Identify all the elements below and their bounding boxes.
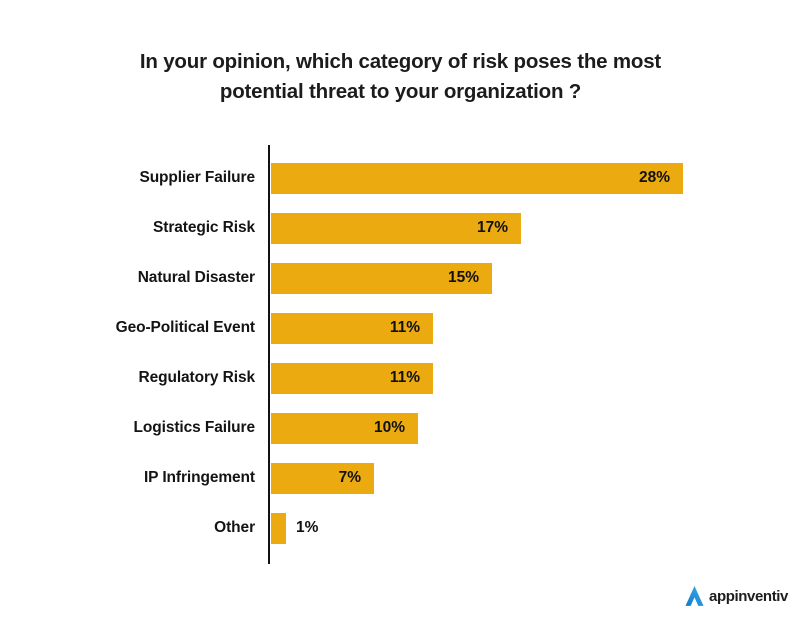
category-label: Regulatory Risk [138,369,255,386]
chart-row: Strategic Risk 17% [0,203,801,253]
bar-wrap: 1% [271,512,319,544]
category-label: Logistics Failure [133,419,256,436]
chart-title-line1: In your opinion, which category of risk … [139,50,662,73]
value-label: 7% [338,469,361,486]
chart-row: Geo-Political Event 11% [0,303,801,353]
value-label: 28% [638,169,670,186]
bar: 10% [271,412,418,444]
chart-row: Natural Disaster 15% [0,253,801,303]
bar: 11% [271,362,433,394]
chart-row: Other 1% [0,503,801,553]
chart-title: In your opinion, which category of risk … [0,47,801,107]
category-label: Supplier Failure [139,169,255,186]
chart-row: Regulatory Risk 11% [0,353,801,403]
bar-wrap: 17% [271,212,521,244]
value-label: 15% [447,269,479,286]
value-label: 11% [389,369,420,386]
category-label: Natural Disaster [137,269,255,286]
chart-row: Supplier Failure 28% [0,153,801,203]
appinventiv-triangle-icon [685,585,704,606]
value-label: 11% [389,319,420,336]
brand-logo: appinventiv [685,585,788,607]
bar-wrap: 15% [271,262,492,294]
bar [271,512,286,544]
bar-wrap: 11% [271,362,433,394]
bar: 11% [271,312,433,344]
bar: 28% [271,162,683,194]
chart-row: Logistics Failure 10% [0,403,801,453]
category-label: IP Infringement [143,469,255,486]
bar-wrap: 7% [271,462,374,494]
bar-chart: Supplier Failure 28% Strategic Risk 17% … [0,153,801,553]
chart-row: IP Infringement 7% [0,453,801,503]
brand-logo-text: appinventiv [709,587,788,605]
bar: 7% [271,462,374,494]
y-axis-line [268,145,270,564]
chart-title-line2: potential threat to your organization ? [219,80,582,103]
category-label: Other [214,519,255,536]
bar: 17% [271,212,521,244]
bar-wrap: 11% [271,312,433,344]
value-label: 1% [296,519,319,536]
bar: 15% [271,262,492,294]
value-label: 10% [373,419,405,436]
bar-wrap: 10% [271,412,418,444]
value-label: 17% [476,219,508,236]
category-label: Strategic Risk [153,219,255,236]
category-label: Geo-Political Event [115,319,255,336]
bar-wrap: 28% [271,162,683,194]
